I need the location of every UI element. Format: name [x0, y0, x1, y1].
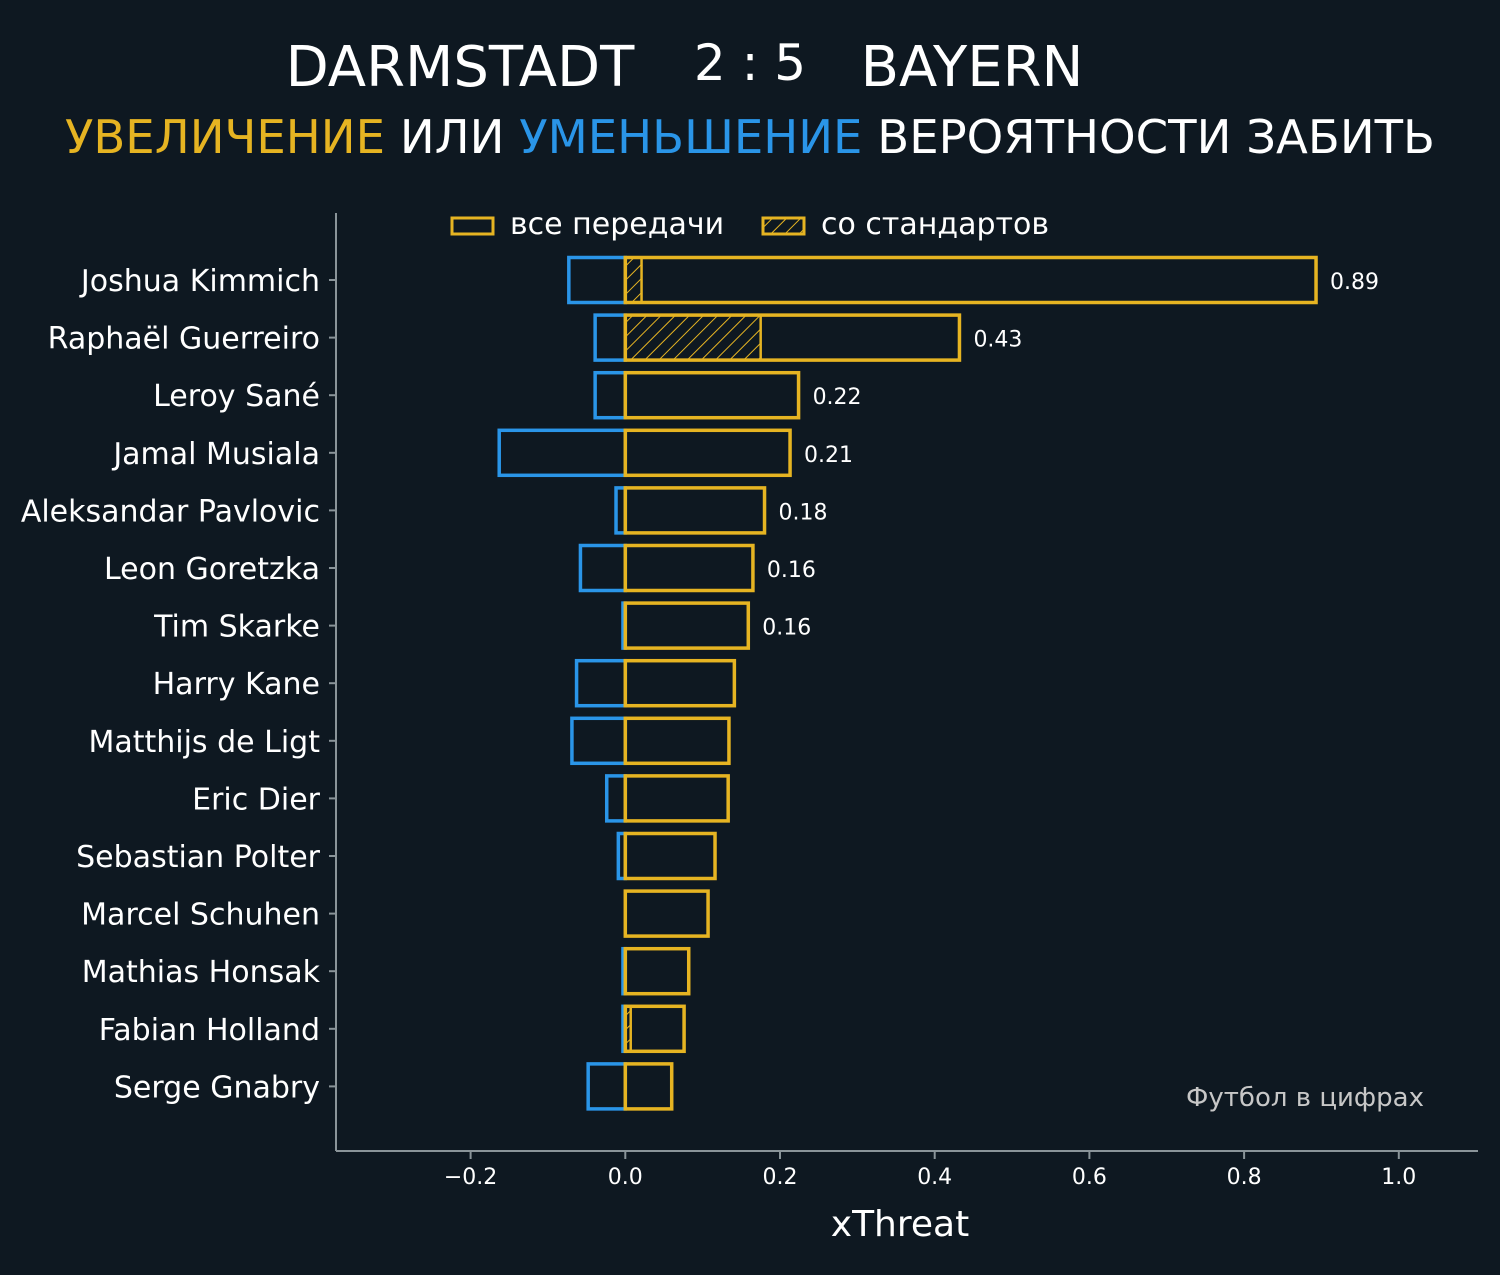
legend: все передачи со стандартов [450, 207, 1049, 242]
bar-value-label: 0.22 [813, 385, 862, 410]
bar-value-label: 0.16 [767, 558, 816, 583]
x-tick-label: 0.6 [1072, 1165, 1107, 1190]
positive-bar [623, 716, 731, 766]
positive-bar [623, 486, 767, 535]
player-labels: Joshua Kimmich Raphaël Guerreiro Leroy San… [21, 264, 336, 1105]
player-name-label: Mathias Honsak [82, 955, 321, 990]
player-name-label: Leroy Sané [153, 379, 320, 414]
positive-bar [623, 1004, 686, 1054]
legend-all-passes-label: все передачи [510, 207, 724, 242]
x-tick-label: 1.0 [1381, 1165, 1416, 1190]
player-name-label: Eric Dier [192, 782, 321, 817]
home-team-name: DARMSTADT [286, 35, 636, 100]
legend-set-pieces-swatch [761, 216, 806, 236]
x-tick-label: −0.2 [444, 1165, 497, 1190]
subtitle-rest: ВЕРОЯТНОСТИ ЗАБИТЬ [862, 110, 1435, 164]
positive-bar [623, 946, 691, 996]
player-name-label: Jamal Musiala [111, 437, 320, 472]
subtitle-decrease: УМЕНЬШЕНИЕ [519, 110, 862, 164]
positive-bar [623, 774, 730, 823]
bar-value-label: 0.89 [1330, 270, 1379, 295]
player-name-label: Fabian Holland [99, 1013, 320, 1048]
player-name-label: Aleksandar Pavlovic [21, 494, 320, 529]
legend-set-pieces-label: со стандартов [821, 207, 1049, 242]
positive-bar [623, 831, 717, 881]
chart-subtitle: УВЕЛИЧЕНИЕ ИЛИ УМЕНЬШЕНИЕ ВЕРОЯТНОСТИ ЗА… [65, 110, 1435, 164]
away-team-name: BAYERN [861, 35, 1084, 100]
player-name-label: Matthijs de Ligt [88, 725, 320, 760]
positive-bar [623, 255, 1318, 305]
watermark: Футбол в цифрах [1186, 1083, 1424, 1113]
player-name-label: Tim Skarke [153, 610, 320, 645]
bar-value-label: 0.21 [804, 443, 853, 468]
x-tick-label: 0.0 [608, 1165, 643, 1190]
positive-bar [623, 1062, 674, 1111]
subtitle-increase: УВЕЛИЧЕНИЕ [65, 110, 385, 164]
bars: 0.89 0.43 0.22 0.21 0.18 0.16 0.16 [497, 255, 1379, 1111]
set-piece-bar [624, 256, 643, 304]
positive-bar [623, 601, 751, 650]
player-name-label: Joshua Kimmich [79, 264, 320, 299]
match-score: 2 : 5 [694, 34, 806, 92]
bar-value-label: 0.43 [973, 328, 1022, 353]
subtitle-or: ИЛИ [385, 110, 519, 164]
x-ticks: −0.2 0.0 0.2 0.4 0.6 0.8 1.0 [444, 1151, 1416, 1190]
player-name-label: Leon Goretzka [104, 552, 320, 587]
player-name-label: Marcel Schuhen [81, 898, 320, 933]
positive-bar [623, 313, 962, 362]
legend-all-passes-swatch [450, 216, 495, 236]
set-piece-bar [624, 313, 762, 362]
x-tick-label: 0.8 [1227, 1165, 1262, 1190]
bar-value-label: 0.18 [779, 500, 828, 525]
positive-bar [623, 658, 737, 708]
x-tick-label: 0.4 [917, 1165, 952, 1190]
positive-bar [623, 370, 801, 420]
player-name-label: Harry Kane [153, 667, 320, 702]
player-name-label: Sebastian Polter [76, 840, 321, 875]
x-tick-label: 0.2 [763, 1165, 798, 1190]
positive-bar [623, 428, 792, 478]
positive-bar [623, 543, 755, 593]
player-name-label: Serge Gnabry [114, 1070, 320, 1105]
positive-bar [623, 889, 710, 938]
x-axis-label: xThreat [831, 1204, 969, 1245]
bar-value-label: 0.16 [762, 616, 811, 641]
player-name-label: Raphaël Guerreiro [48, 322, 320, 357]
